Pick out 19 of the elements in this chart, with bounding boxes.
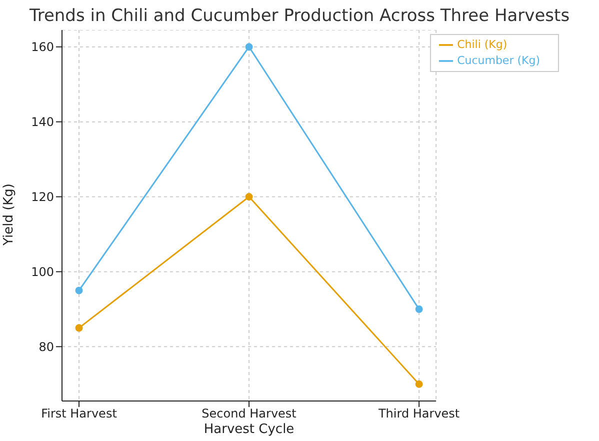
legend-label: Cucumber (Kg) — [457, 54, 540, 67]
x-tick-label: First Harvest — [41, 406, 118, 421]
point — [245, 43, 253, 51]
y-axis-title: Yield (Kg) — [2, 183, 17, 246]
chart-title: Trends in Chili and Cucumber Production Across Three Harvests — [28, 6, 571, 26]
point — [415, 380, 423, 388]
y-tick-label: 120 — [31, 190, 54, 204]
y-tick-label: 100 — [31, 264, 54, 279]
y-tick-label: 80 — [38, 340, 54, 354]
legend-label: Chili (Kg) — [457, 38, 508, 51]
x-tick-label: Second Harvest — [202, 406, 297, 421]
y-tick-label: 160 — [31, 40, 54, 54]
point — [75, 286, 83, 294]
x-tick-label: Third Harvest — [377, 406, 460, 421]
point — [245, 193, 253, 201]
point — [415, 305, 423, 313]
point — [75, 324, 83, 332]
x-axis-title: Harvest Cycle — [204, 422, 294, 437]
y-tick-label: 140 — [31, 115, 54, 130]
